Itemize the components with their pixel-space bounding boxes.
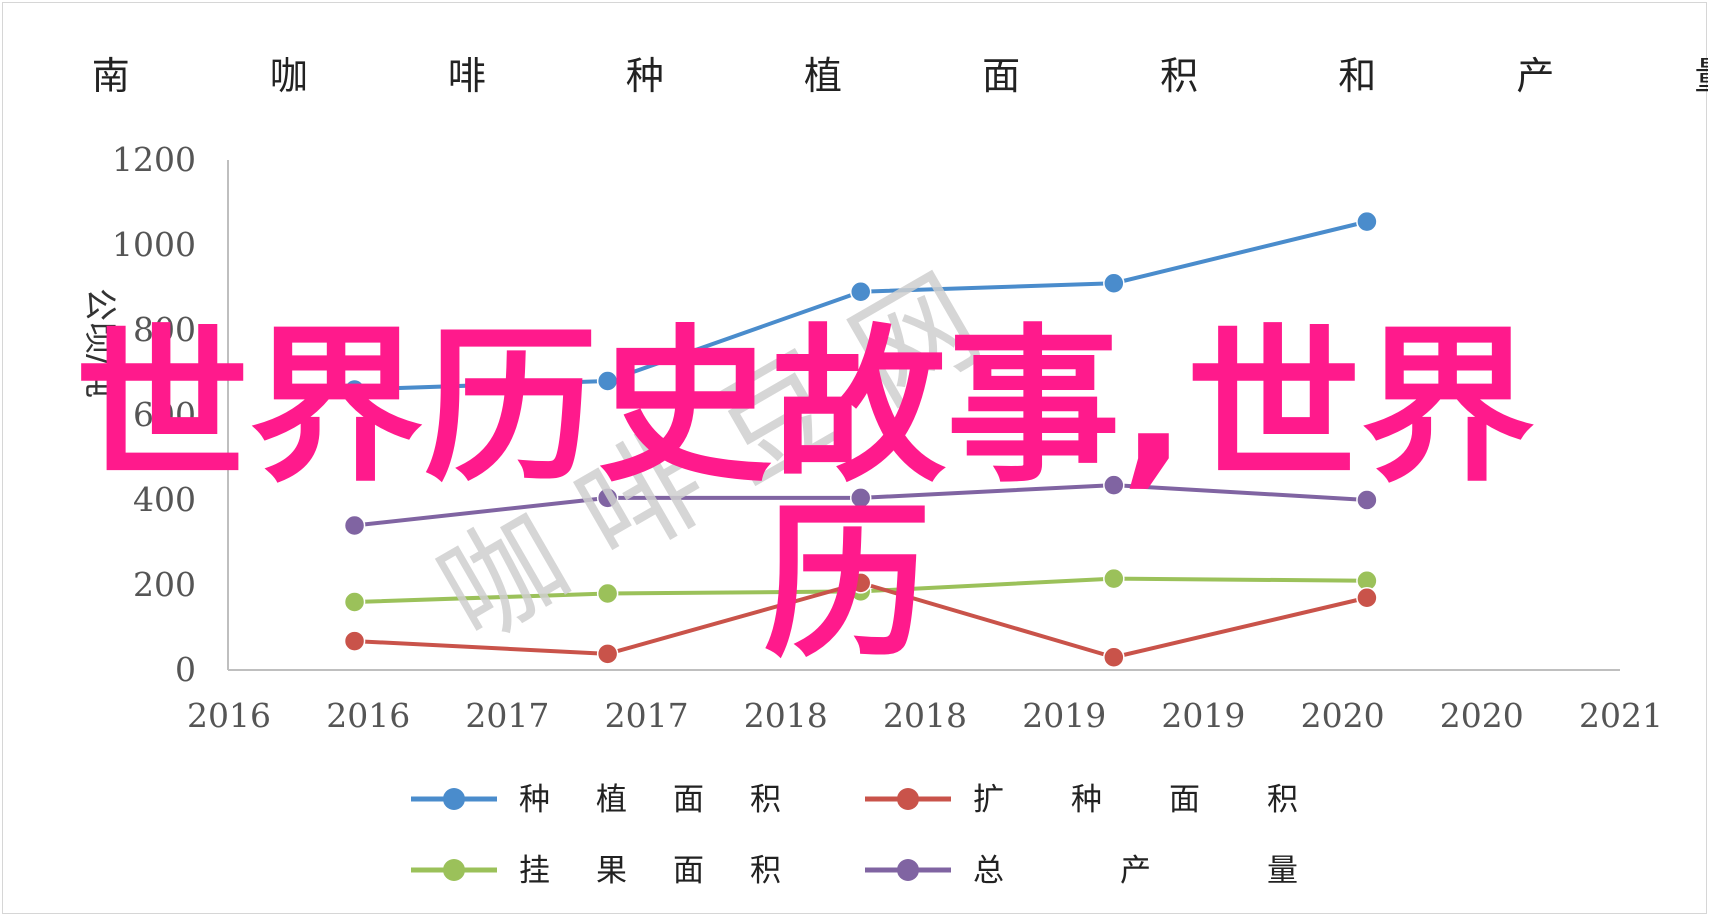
data-point: [596, 370, 619, 392]
data-point: [1103, 646, 1125, 668]
x-tick-label: 2016: [187, 696, 271, 735]
x-tick-label: 2020: [1440, 696, 1524, 735]
x-tick-label: 2020: [1301, 696, 1385, 735]
data-point: [1103, 474, 1125, 496]
y-tick-labels: 0 200 400 600 800 1000 1200: [112, 140, 196, 689]
data-point: [1356, 210, 1378, 233]
x-tick-label: 2019: [1022, 696, 1106, 735]
x-tick-label: 2018: [744, 696, 828, 735]
legend-marker: [897, 859, 919, 881]
x-tick-labels: 2016 2016 2017 2017 2018 2018 2019 2019 2020 2020…: [187, 696, 1663, 735]
y-tick-label: 1200: [112, 140, 196, 179]
x-tick-label: 2018: [883, 696, 967, 735]
axes: [227, 160, 1620, 671]
x-tick-label: 2019: [1161, 696, 1245, 735]
data-point: [343, 630, 366, 652]
y-tick-label: 1000: [112, 225, 196, 264]
series-1: [343, 210, 1378, 401]
y-tick-label: 0: [175, 650, 196, 689]
series-2: [343, 572, 1378, 668]
legend-item-1: 种 植 面 积: [411, 782, 781, 818]
data-point: [1356, 489, 1378, 511]
data-point: [849, 487, 872, 509]
pink-watermark: 世界历史故事,世界 历: [75, 309, 1535, 681]
pink-watermark-line1: 世界历史故事,世界: [75, 309, 1535, 505]
data-point: [343, 514, 366, 537]
data-point: [849, 281, 872, 303]
legend-item-2: 扩 种 面 积: [865, 782, 1298, 818]
line-chart: 海 南 咖 啡 种 植 面 积 和 产 量 公顷/吨 0 200 400 600 800…: [3, 54, 1708, 889]
y-tick-label: 600: [133, 395, 196, 434]
legend-item-4: 总 产 量: [865, 853, 1298, 889]
y-tick-label: 800: [133, 310, 196, 349]
series-lines: [343, 210, 1378, 668]
legend-label: 种 植 面 积: [519, 782, 781, 818]
legend-label: 扩 种 面 积: [973, 782, 1298, 818]
data-point: [1103, 272, 1125, 294]
data-point: [343, 591, 366, 613]
data-point: [596, 582, 619, 605]
data-point: [596, 643, 619, 665]
legend-label: 总 产 量: [973, 853, 1298, 889]
legend-marker: [443, 859, 465, 881]
pink-watermark-line2: 历: [763, 485, 931, 681]
data-point: [1356, 587, 1378, 609]
data-point: [596, 487, 619, 509]
legend-label: 挂 果 面 积: [519, 853, 781, 889]
series-4: [343, 474, 1378, 537]
y-axis-title: 公顷/吨: [81, 288, 120, 398]
legend-item-3: 挂 果 面 积: [411, 853, 781, 889]
legend-marker: [443, 788, 465, 810]
x-tick-label: 2021: [1579, 696, 1663, 735]
x-tick-label: 2016: [326, 696, 410, 735]
data-point: [343, 378, 366, 401]
y-tick-label: 200: [133, 565, 196, 604]
data-point: [1103, 567, 1125, 590]
legend-marker: [897, 788, 919, 810]
chart-title: 海 南 咖 啡 种 植 面 积 和 产 量: [3, 54, 1708, 98]
x-tick-label: 2017: [605, 696, 689, 735]
data-point: [849, 572, 872, 594]
legend: 种 植 面 积 扩 种 面 积挂 果 面 积 总 产 量: [411, 782, 1298, 889]
x-tick-label: 2017: [465, 696, 549, 735]
y-tick-label: 400: [133, 480, 196, 519]
